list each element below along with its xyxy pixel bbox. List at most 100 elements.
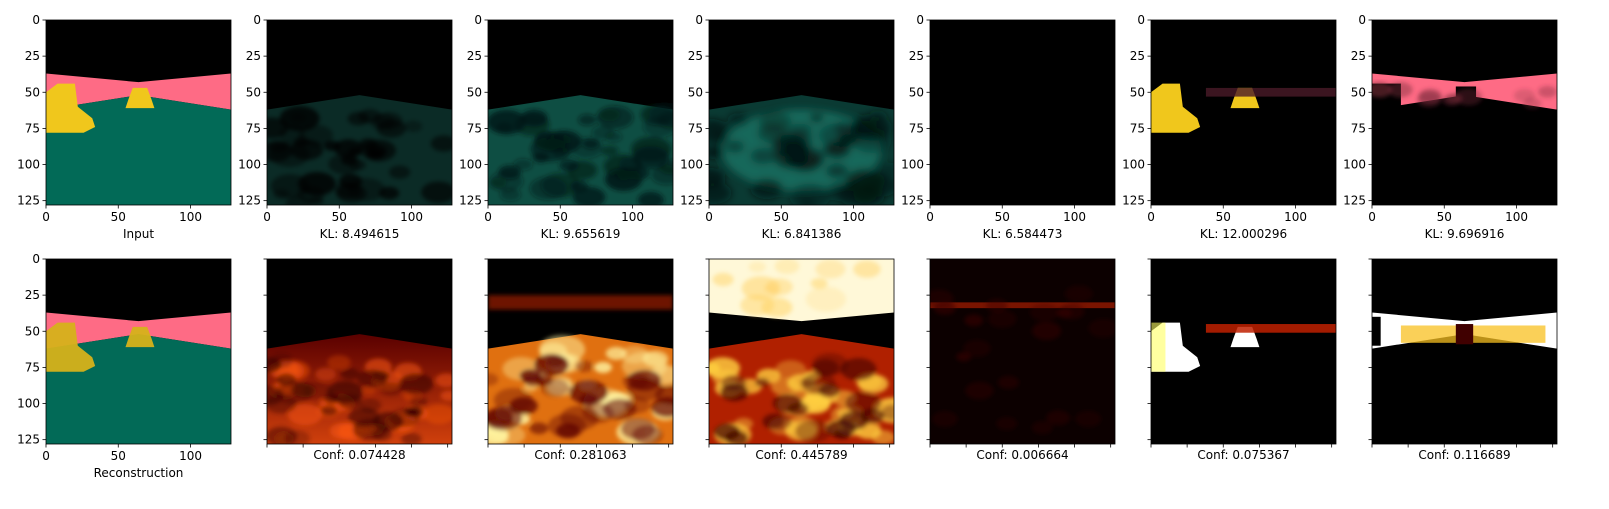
- texture-blob: [798, 196, 816, 205]
- wall-trace: [1205, 324, 1336, 333]
- texture-blob: [789, 123, 813, 138]
- y-tick-label: 75: [25, 360, 40, 374]
- texture-blob: [273, 189, 290, 200]
- object-large: [46, 83, 96, 133]
- texture-blob: [532, 152, 549, 163]
- y-tick-label: 50: [467, 85, 482, 99]
- y-tick-label: 25: [467, 49, 482, 63]
- texture-blob: [805, 286, 847, 312]
- x-tick-label: 50: [111, 449, 126, 463]
- texture-blob: [631, 136, 672, 163]
- texture-blob: [1058, 303, 1085, 320]
- texture-blob: [287, 403, 323, 426]
- panel-r1-c0: 0 50 100 0 25 50 75 100 125 Reconstruction: [17, 252, 232, 480]
- texture-blob: [529, 422, 549, 435]
- texture-blob: [1388, 82, 1413, 98]
- texture-blob: [488, 372, 499, 386]
- texture-blob: [361, 385, 377, 395]
- conf-caption: Conf: 0.006664: [976, 448, 1068, 462]
- texture-blob: [367, 149, 384, 160]
- texture-blob: [533, 353, 569, 376]
- texture-blob: [327, 355, 351, 370]
- y-tick-label: 75: [25, 121, 40, 135]
- panel-r1-c2: Conf: 0.281063: [484, 258, 674, 462]
- object-mask: [1372, 316, 1381, 346]
- texture-blob: [789, 184, 831, 205]
- texture-blob: [1029, 303, 1060, 322]
- y-tick-label: 0: [32, 252, 40, 266]
- x-tick-label: 0: [705, 210, 713, 224]
- texture-blob: [348, 407, 380, 427]
- texture-blob: [750, 178, 783, 200]
- background: [1372, 259, 1557, 444]
- texture-blob: [825, 163, 848, 178]
- x-tick-label: 0: [926, 210, 934, 224]
- y-tick-label: 125: [238, 194, 261, 208]
- y-tick-label: 100: [17, 397, 40, 411]
- conf-caption: Conf: 0.116689: [1418, 448, 1510, 462]
- texture-blob: [421, 181, 452, 204]
- y-tick-label: 100: [238, 158, 261, 172]
- y-tick-label: 50: [25, 324, 40, 338]
- texture-blob: [840, 358, 877, 381]
- texture-blob: [1064, 285, 1093, 303]
- y-tick-label: 75: [909, 121, 924, 135]
- texture-blob: [651, 165, 673, 185]
- texture-blob: [309, 196, 324, 205]
- background: [930, 20, 1115, 205]
- panel-frame: [1150, 258, 1337, 445]
- texture-blob: [373, 412, 404, 432]
- texture-blob: [1031, 420, 1053, 435]
- texture-blob: [267, 385, 284, 406]
- panel-r0-c0: 0 50 100 0 25 50 75 100 125 Input: [17, 13, 232, 241]
- texture-blob: [1454, 88, 1483, 106]
- x-tick-label: 0: [263, 210, 271, 224]
- y-tick-label: 50: [909, 85, 924, 99]
- texture-blob: [294, 137, 309, 147]
- texture-blob: [620, 418, 656, 440]
- texture-blob: [963, 339, 991, 357]
- texture-blob: [725, 140, 745, 153]
- texture-blob: [818, 383, 840, 398]
- texture-blob: [845, 168, 885, 194]
- x-tick-label: 100: [179, 210, 202, 224]
- x-tick-label: 0: [42, 210, 50, 224]
- texture-blob: [709, 146, 725, 160]
- texture-blob: [785, 146, 825, 172]
- conf-caption: Conf: 0.281063: [534, 448, 626, 462]
- y-tick-label: 25: [25, 49, 40, 63]
- x-tick-label: 0: [1368, 210, 1376, 224]
- texture-blob: [303, 381, 332, 400]
- texture-blob: [340, 367, 360, 380]
- texture-blob: [853, 260, 881, 278]
- x-tick-label: 100: [1505, 210, 1528, 224]
- y-tick-label: 75: [1130, 121, 1145, 135]
- texture-blob: [812, 359, 839, 377]
- y-tick-label: 50: [1351, 85, 1366, 99]
- texture-blob: [430, 135, 452, 152]
- kl-caption: KL: 9.696916: [1425, 227, 1505, 241]
- y-tick-label: 50: [688, 85, 703, 99]
- texture-blob: [844, 391, 882, 415]
- panel-frame: [266, 19, 453, 206]
- texture-blob: [315, 367, 337, 381]
- x-tick-label: 100: [621, 210, 644, 224]
- x-tick-label: 50: [1437, 210, 1452, 224]
- texture-blob: [758, 111, 792, 133]
- texture-blob: [513, 158, 533, 171]
- y-tick-label: 100: [901, 158, 924, 172]
- y-tick-label: 25: [1351, 49, 1366, 63]
- x-tick-label: 100: [1284, 210, 1307, 224]
- y-tick-label: 100: [1122, 158, 1145, 172]
- y-tick-label: 125: [1122, 194, 1145, 208]
- panel-r0-c6: 0 50 100 0 25 50 75 100 125 KL: 9.696916: [1343, 13, 1558, 241]
- texture-blob: [575, 360, 594, 373]
- texture-blob: [320, 405, 338, 416]
- texture-blob: [985, 298, 1008, 313]
- y-tick-label: 75: [1351, 121, 1366, 135]
- panel-r1-c5: Conf: 0.075367: [1147, 258, 1337, 462]
- panel-r1-c3: Conf: 0.445789: [705, 258, 895, 462]
- x-tick-label: 50: [774, 210, 789, 224]
- conf-caption: Conf: 0.445789: [755, 448, 847, 462]
